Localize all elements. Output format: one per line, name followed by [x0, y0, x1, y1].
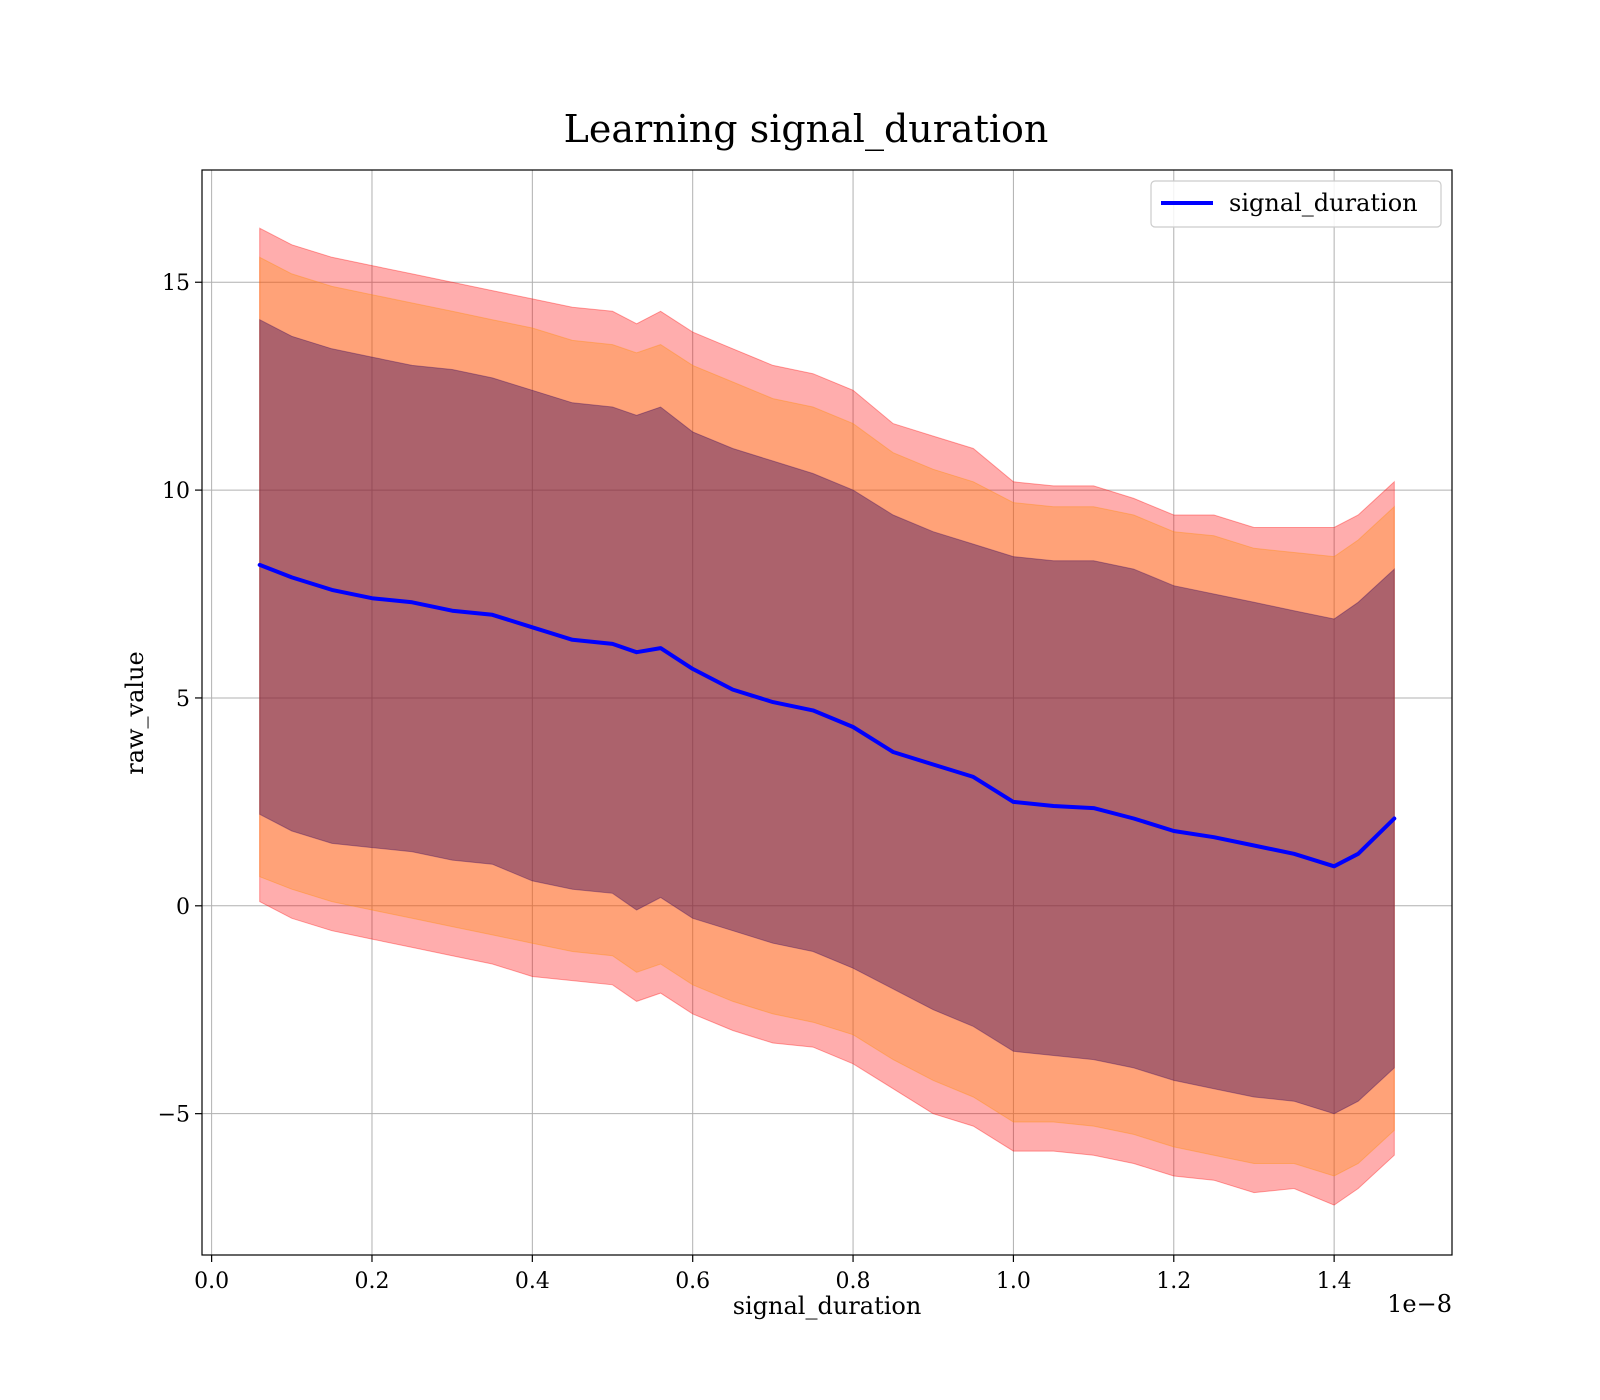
- x-tick-label: 0.6: [675, 1269, 710, 1294]
- plot-area-frame: [201, 169, 1453, 1256]
- series-lines: [257, 562, 1397, 869]
- x-tick-label: 0.4: [515, 1269, 550, 1294]
- legend-box: [1150, 180, 1442, 228]
- x-axis-ticks: 0.0 0.2 0.4 0.6 0.8 1.0 1.2 1.4: [194, 1255, 1352, 1294]
- y-tick-label: 15: [162, 271, 190, 296]
- y-tick-label: 5: [176, 687, 190, 712]
- legend-label-signal-duration: signal_duration: [1229, 189, 1418, 217]
- y-axis-ticks: −5 0 5 10 15: [158, 271, 202, 1128]
- y-tick-label: 0: [176, 895, 190, 920]
- x-tick-label: 0.8: [836, 1269, 871, 1294]
- y-tick-label: 10: [162, 479, 190, 504]
- x-tick-label: 1.2: [1156, 1269, 1191, 1294]
- y-axis-label: raw_value: [121, 651, 149, 775]
- x-tick-label: 1.4: [1317, 1269, 1352, 1294]
- x-axis-offset-label: 1e−8: [1387, 1290, 1452, 1318]
- series-line-signal-duration: [257, 562, 1397, 869]
- legend: signal_duration: [1150, 180, 1442, 228]
- x-tick-label: 1.0: [996, 1269, 1031, 1294]
- chart-title: Learning signal_duration: [564, 107, 1049, 152]
- x-axis-label: signal_duration: [733, 1292, 922, 1320]
- grid-lines: [202, 170, 1452, 1255]
- x-tick-label: 0.2: [354, 1269, 389, 1294]
- y-tick-label: −5: [158, 1103, 190, 1128]
- x-tick-label: 0.0: [194, 1269, 229, 1294]
